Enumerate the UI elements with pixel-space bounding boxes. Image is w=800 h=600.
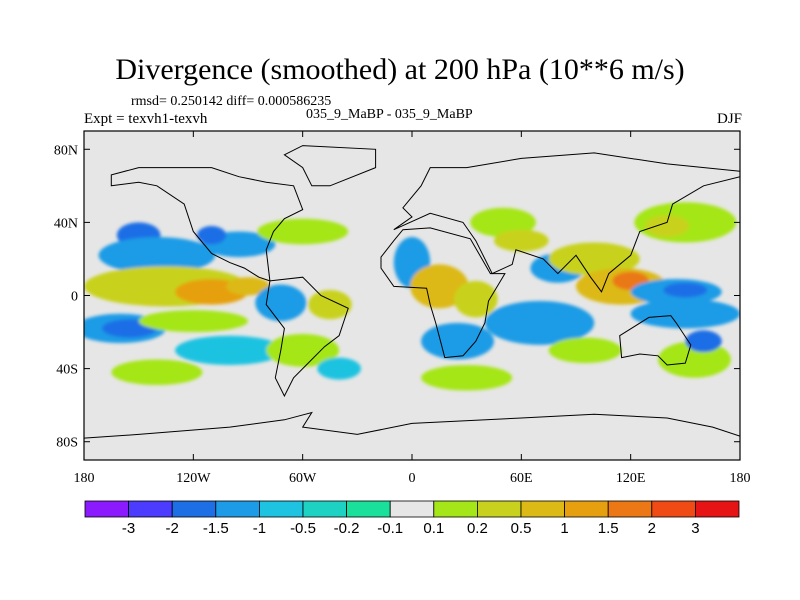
colorbar-label: 0.2 xyxy=(467,520,488,537)
colorbar-label: -0.1 xyxy=(377,520,403,537)
x-tick-label: 180 xyxy=(730,471,751,486)
divergence-blob-33 xyxy=(645,215,689,238)
colorbar-label: 3 xyxy=(691,520,699,537)
experiment-label: Expt = texvh1-texvh xyxy=(84,111,208,127)
coastline-antarctica xyxy=(84,411,740,460)
colorbar-swatch xyxy=(389,500,435,518)
y-tick-label: 40N xyxy=(54,216,78,231)
divergence-field xyxy=(84,202,740,391)
colorbar-swatch xyxy=(520,500,565,518)
y-tick-label: 80N xyxy=(54,143,78,158)
run-comparison-label: 035_9_MaBP - 035_9_MaBP xyxy=(306,107,473,122)
divergence-blob-5 xyxy=(257,218,349,245)
colorbar-swatch xyxy=(302,500,347,518)
x-tick-label: 120E xyxy=(616,471,646,486)
divergence-blob-20 xyxy=(453,280,498,318)
divergence-blob-37 xyxy=(548,337,622,364)
colorbar-swatch xyxy=(433,500,478,518)
season-label: DJF xyxy=(716,111,742,127)
colorbar-label: -0.5 xyxy=(290,520,316,537)
divergence-blob-14 xyxy=(175,335,285,365)
colorbar-label: -0.2 xyxy=(334,520,360,537)
colorbar-label: 1 xyxy=(560,520,568,537)
rmsd-diff-stats: rmsd= 0.250142 diff= 0.000586235 xyxy=(131,94,332,109)
x-tick-label: 180 xyxy=(74,471,95,486)
divergence-blob-23 xyxy=(421,322,494,360)
y-axis: 80N 40N 0 40S 80S xyxy=(54,143,740,451)
coastline-greenland xyxy=(283,145,377,187)
colorbar-label: -1 xyxy=(253,520,266,537)
divergence-blob-9 xyxy=(255,284,307,322)
coastlines xyxy=(84,145,740,460)
chart-title: Divergence (smoothed) at 200 hPa (10**6 … xyxy=(115,53,685,86)
colorbar-swatch xyxy=(346,500,391,518)
x-tick-label: 60E xyxy=(510,471,533,486)
divergence-blob-17 xyxy=(317,357,361,380)
divergence-blob-34 xyxy=(630,299,740,329)
y-tick-label: 0 xyxy=(71,290,78,305)
divergence-blob-15 xyxy=(266,333,340,367)
colorbar-label: -1.5 xyxy=(203,520,229,537)
colorbar-swatch xyxy=(128,500,173,518)
colorbar-label: -2 xyxy=(166,520,179,537)
divergence-blob-24 xyxy=(484,300,595,345)
x-tick-label: 0 xyxy=(409,471,416,486)
colorbar-swatch xyxy=(695,500,740,518)
x-tick-label: 60W xyxy=(289,471,317,486)
colorbar-label: 0.5 xyxy=(511,520,532,537)
colorbar-swatch xyxy=(171,500,217,518)
colorbar: -3 -2 -1.5 -1 -0.5 -0.2 -0.1 0.1 0.2 0.5 1 1.5 2 3 xyxy=(84,500,740,537)
divergence-blob-2 xyxy=(98,237,216,274)
x-tick-label: 120W xyxy=(176,471,211,486)
y-tick-label: 80S xyxy=(56,436,78,451)
divergence-blob-26 xyxy=(421,364,513,391)
colorbar-swatch xyxy=(84,500,129,518)
divergence-blob-4 xyxy=(196,226,227,245)
divergence-blob-21 xyxy=(470,207,536,238)
colorbar-label: 0.1 xyxy=(423,520,444,537)
colorbar-swatch xyxy=(215,500,260,518)
colorbar-swatch xyxy=(258,500,304,518)
colorbar-swatch xyxy=(564,500,609,518)
coastline-africa xyxy=(380,227,506,359)
coastline-australia xyxy=(619,315,692,366)
divergence-blob-16 xyxy=(111,359,203,386)
colorbar-swatch xyxy=(651,500,696,518)
y-tick-label: 40S xyxy=(56,363,78,378)
colorbar-label: -3 xyxy=(122,520,135,537)
divergence-blob-19 xyxy=(410,264,469,309)
colorbar-label: 1.5 xyxy=(598,520,619,537)
divergence-blob-31 xyxy=(663,282,708,298)
divergence-blob-13 xyxy=(138,310,248,333)
divergence-blob-36 xyxy=(685,330,722,353)
colorbar-label: 2 xyxy=(648,520,656,537)
coastline-south-america xyxy=(265,276,349,398)
coastline-north-america xyxy=(110,167,304,282)
colorbar-swatch xyxy=(607,500,653,518)
divergence-blob-22 xyxy=(493,229,549,252)
coastline-eurasia xyxy=(393,152,740,293)
divergence-blob-10 xyxy=(308,290,352,320)
x-axis: 180 120W 60W 0 60E 120E 180 xyxy=(74,131,751,486)
colorbar-swatch xyxy=(476,500,522,518)
divergence-blob-8 xyxy=(226,277,270,296)
